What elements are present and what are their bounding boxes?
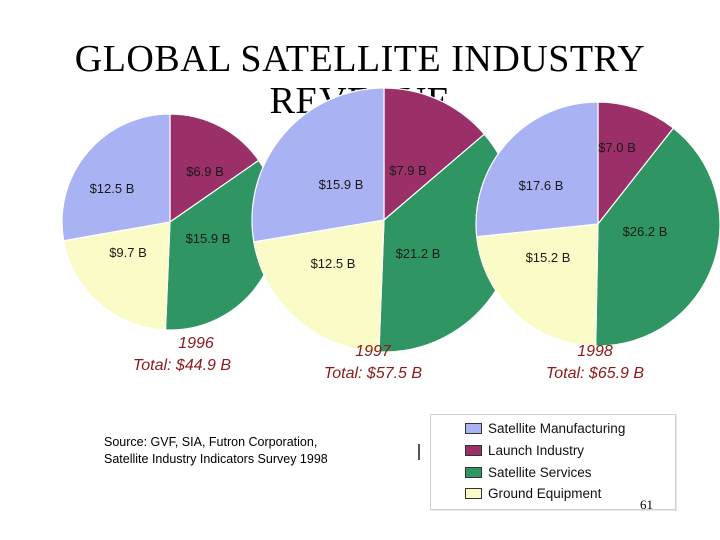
legend-swatch (465, 466, 482, 478)
slice-value-label: $17.6 B (519, 178, 564, 193)
slice-value-label: $26.2 B (623, 224, 668, 239)
slice-value-label: $7.0 B (598, 140, 636, 155)
pie-slice-launch-industry (597, 101, 675, 226)
legend-swatch (465, 487, 482, 499)
pie-chart-1996: $12.5 B $6.9 B $15.9 B $9.7 B 1996 Total: $44… (61, 113, 279, 374)
slice-value-label: $9.7 B (109, 245, 147, 260)
chart-year-label: 1998 (577, 343, 613, 360)
source-line-2: Satellite Industry Indicators Survey 199… (104, 452, 328, 466)
slice-value-label: $6.9 B (186, 164, 224, 179)
pie-slice-satellite-services (595, 127, 720, 347)
legend-item-satellite-services: Satellite Services (465, 463, 592, 481)
slice-value-label: $7.9 B (389, 163, 427, 178)
legend-swatch (465, 444, 482, 456)
source-note: Source: GVF, SIA, Futron Corporation, Sa… (104, 434, 424, 468)
slice-value-label: $21.2 B (396, 246, 441, 261)
slice-value-label: $15.9 B (319, 177, 364, 192)
pie-slice-ground-equipment (62, 221, 171, 331)
legend-marker-bar (418, 444, 420, 460)
legend-label: Satellite Manufacturing (488, 420, 626, 436)
legend-item-satellite-manufacturing: Satellite Manufacturing (465, 419, 625, 437)
chart-year-label: 1997 (355, 343, 392, 360)
legend-label: Satellite Services (488, 464, 592, 480)
page-number: 61 (640, 497, 653, 512)
legend-label: Ground Equipment (488, 485, 602, 501)
pie-slice-ground-equipment (253, 219, 385, 353)
slice-value-label: $12.5 B (90, 181, 135, 196)
legend-swatch (465, 422, 482, 434)
pie-slice-launch-industry (169, 113, 260, 224)
pie-slice-launch-industry (383, 87, 486, 222)
slice-value-label: $15.2 B (526, 250, 571, 265)
slice-value-label: $12.5 B (311, 256, 356, 271)
legend-item-ground-equipment: Ground Equipment (465, 484, 601, 502)
pie-slice-ground-equipment (476, 223, 599, 347)
chart-total-label: Total: $57.5 B (324, 365, 422, 382)
chart-total-label: Total: $65.9 B (546, 365, 644, 382)
pie-chart-1997: $15.9 B $7.9 B $21.2 B $12.5 B 1997 Total: $5… (251, 87, 517, 382)
source-line-1: Source: GVF, SIA, Futron Corporation, (104, 435, 318, 449)
chart-total-label: Total: $44.9 B (133, 357, 231, 374)
pie-slice-satellite-manufacturing (475, 101, 599, 238)
pie-chart-1998: $17.6 B $7.0 B $26.2 B $15.2 B 1998 Total: $6… (475, 101, 720, 382)
chart-legend: Satellite Manufacturing Launch Industry … (430, 414, 676, 510)
chart-year-label: 1996 (178, 335, 214, 352)
pie-slice-satellite-manufacturing (251, 87, 385, 243)
legend-item-launch-industry: Launch Industry (465, 441, 584, 459)
slice-value-label: $15.9 B (186, 231, 231, 246)
pie-slice-satellite-manufacturing (61, 113, 171, 242)
legend-label: Launch Industry (488, 442, 585, 458)
